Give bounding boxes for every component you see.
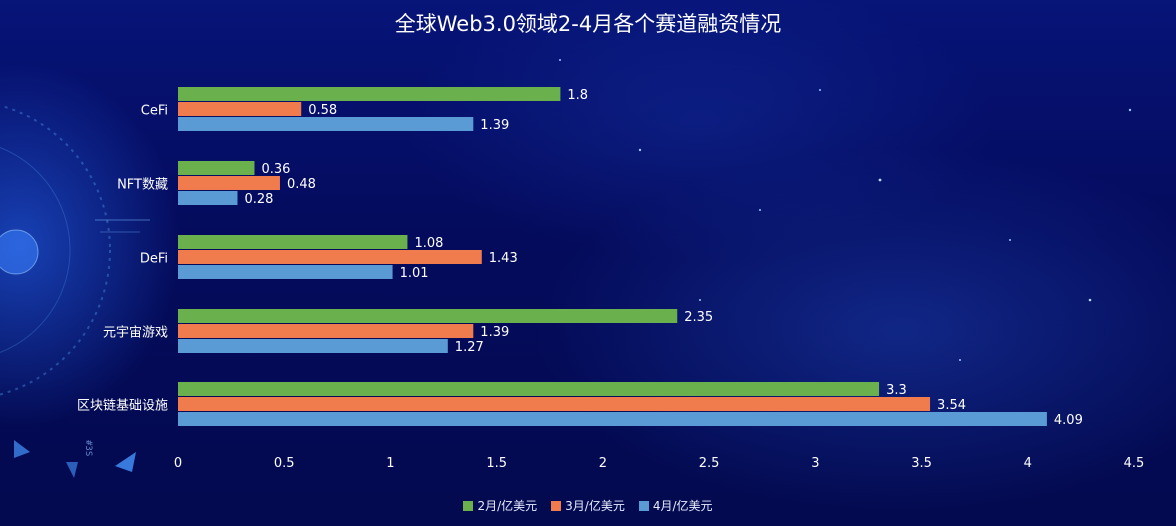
- data-label: 3.3: [886, 383, 907, 398]
- star: [699, 299, 701, 301]
- hud-triangle: [66, 462, 78, 478]
- star: [638, 148, 642, 152]
- bar: [178, 235, 408, 249]
- data-label: 1.8: [567, 88, 588, 103]
- data-label: 3.54: [937, 398, 966, 413]
- legend-swatch: [463, 500, 474, 511]
- data-label: 0.36: [261, 162, 290, 177]
- legend-item: 4月/亿美元: [638, 497, 713, 514]
- planet-ring-inner: [0, 147, 71, 353]
- data-label: 1.01: [400, 266, 429, 281]
- x-tick-label: 1: [386, 456, 394, 471]
- category-label: NFT数藏: [117, 178, 168, 193]
- star: [959, 359, 961, 361]
- star: [1088, 298, 1092, 302]
- legend-label: 3月/亿美元: [565, 499, 625, 513]
- legend-swatch: [551, 500, 562, 511]
- star: [878, 178, 882, 182]
- bar: [178, 397, 931, 411]
- hud-text: #3S: [83, 440, 93, 456]
- bar: [178, 176, 280, 190]
- data-label: 1.39: [480, 118, 509, 133]
- bar: [178, 117, 474, 131]
- star: [759, 209, 761, 211]
- bar: [178, 339, 448, 353]
- bar: [178, 382, 880, 396]
- legend-label: 4月/亿美元: [652, 499, 713, 513]
- bar: [178, 87, 561, 101]
- data-label: 4.09: [1054, 413, 1083, 428]
- legend-item: 2月/亿美元: [463, 497, 537, 514]
- data-label: 1.08: [414, 236, 443, 251]
- x-tick-label: 3.5: [911, 456, 932, 471]
- x-tick-label: 1.5: [486, 456, 507, 471]
- x-tick-label: 3: [811, 456, 819, 471]
- bar: [178, 309, 678, 323]
- star: [559, 59, 561, 61]
- star: [819, 89, 821, 91]
- category-label: 元宇宙游戏: [103, 326, 168, 341]
- planet-ring-outer: [0, 104, 111, 396]
- x-tick-label: 2: [599, 456, 607, 471]
- star: [1128, 108, 1132, 112]
- data-label: 2.35: [684, 310, 713, 325]
- bar: [178, 161, 255, 175]
- chart-title: 全球Web3.0领域2-4月各个赛道融资情况: [394, 12, 782, 36]
- bar: [178, 412, 1047, 426]
- data-label: 1.39: [480, 325, 509, 340]
- star: [1009, 239, 1011, 241]
- data-label: 0.28: [244, 192, 273, 207]
- category-label: DeFi: [140, 252, 168, 267]
- x-tick-label: 4: [1024, 456, 1032, 471]
- data-label: 0.58: [308, 103, 337, 118]
- x-tick-label: 4.5: [1124, 456, 1145, 471]
- planet-orb: [0, 229, 39, 275]
- data-label: 0.48: [287, 177, 316, 192]
- bar: [178, 191, 238, 205]
- hud-triangle: [14, 440, 30, 458]
- legend-item: 3月/亿美元: [551, 497, 625, 514]
- hud-triangle: [115, 452, 136, 472]
- x-tick-label: 0: [174, 456, 182, 471]
- x-tick-label: 0.5: [274, 456, 295, 471]
- data-label: 1.27: [455, 340, 484, 355]
- bar: [178, 250, 482, 264]
- bar: [178, 102, 302, 116]
- bar: [178, 324, 474, 338]
- legend-label: 2月/亿美元: [477, 499, 538, 513]
- bar: [178, 265, 393, 279]
- legend-swatch: [638, 500, 649, 511]
- x-tick-label: 2.5: [699, 456, 720, 471]
- chart-legend: 2月/亿美元 3月/亿美元 4月/亿美元: [0, 497, 1176, 514]
- data-label: 1.43: [489, 251, 518, 266]
- category-label: 区块链基础设施: [77, 399, 168, 414]
- category-label: CeFi: [141, 104, 168, 119]
